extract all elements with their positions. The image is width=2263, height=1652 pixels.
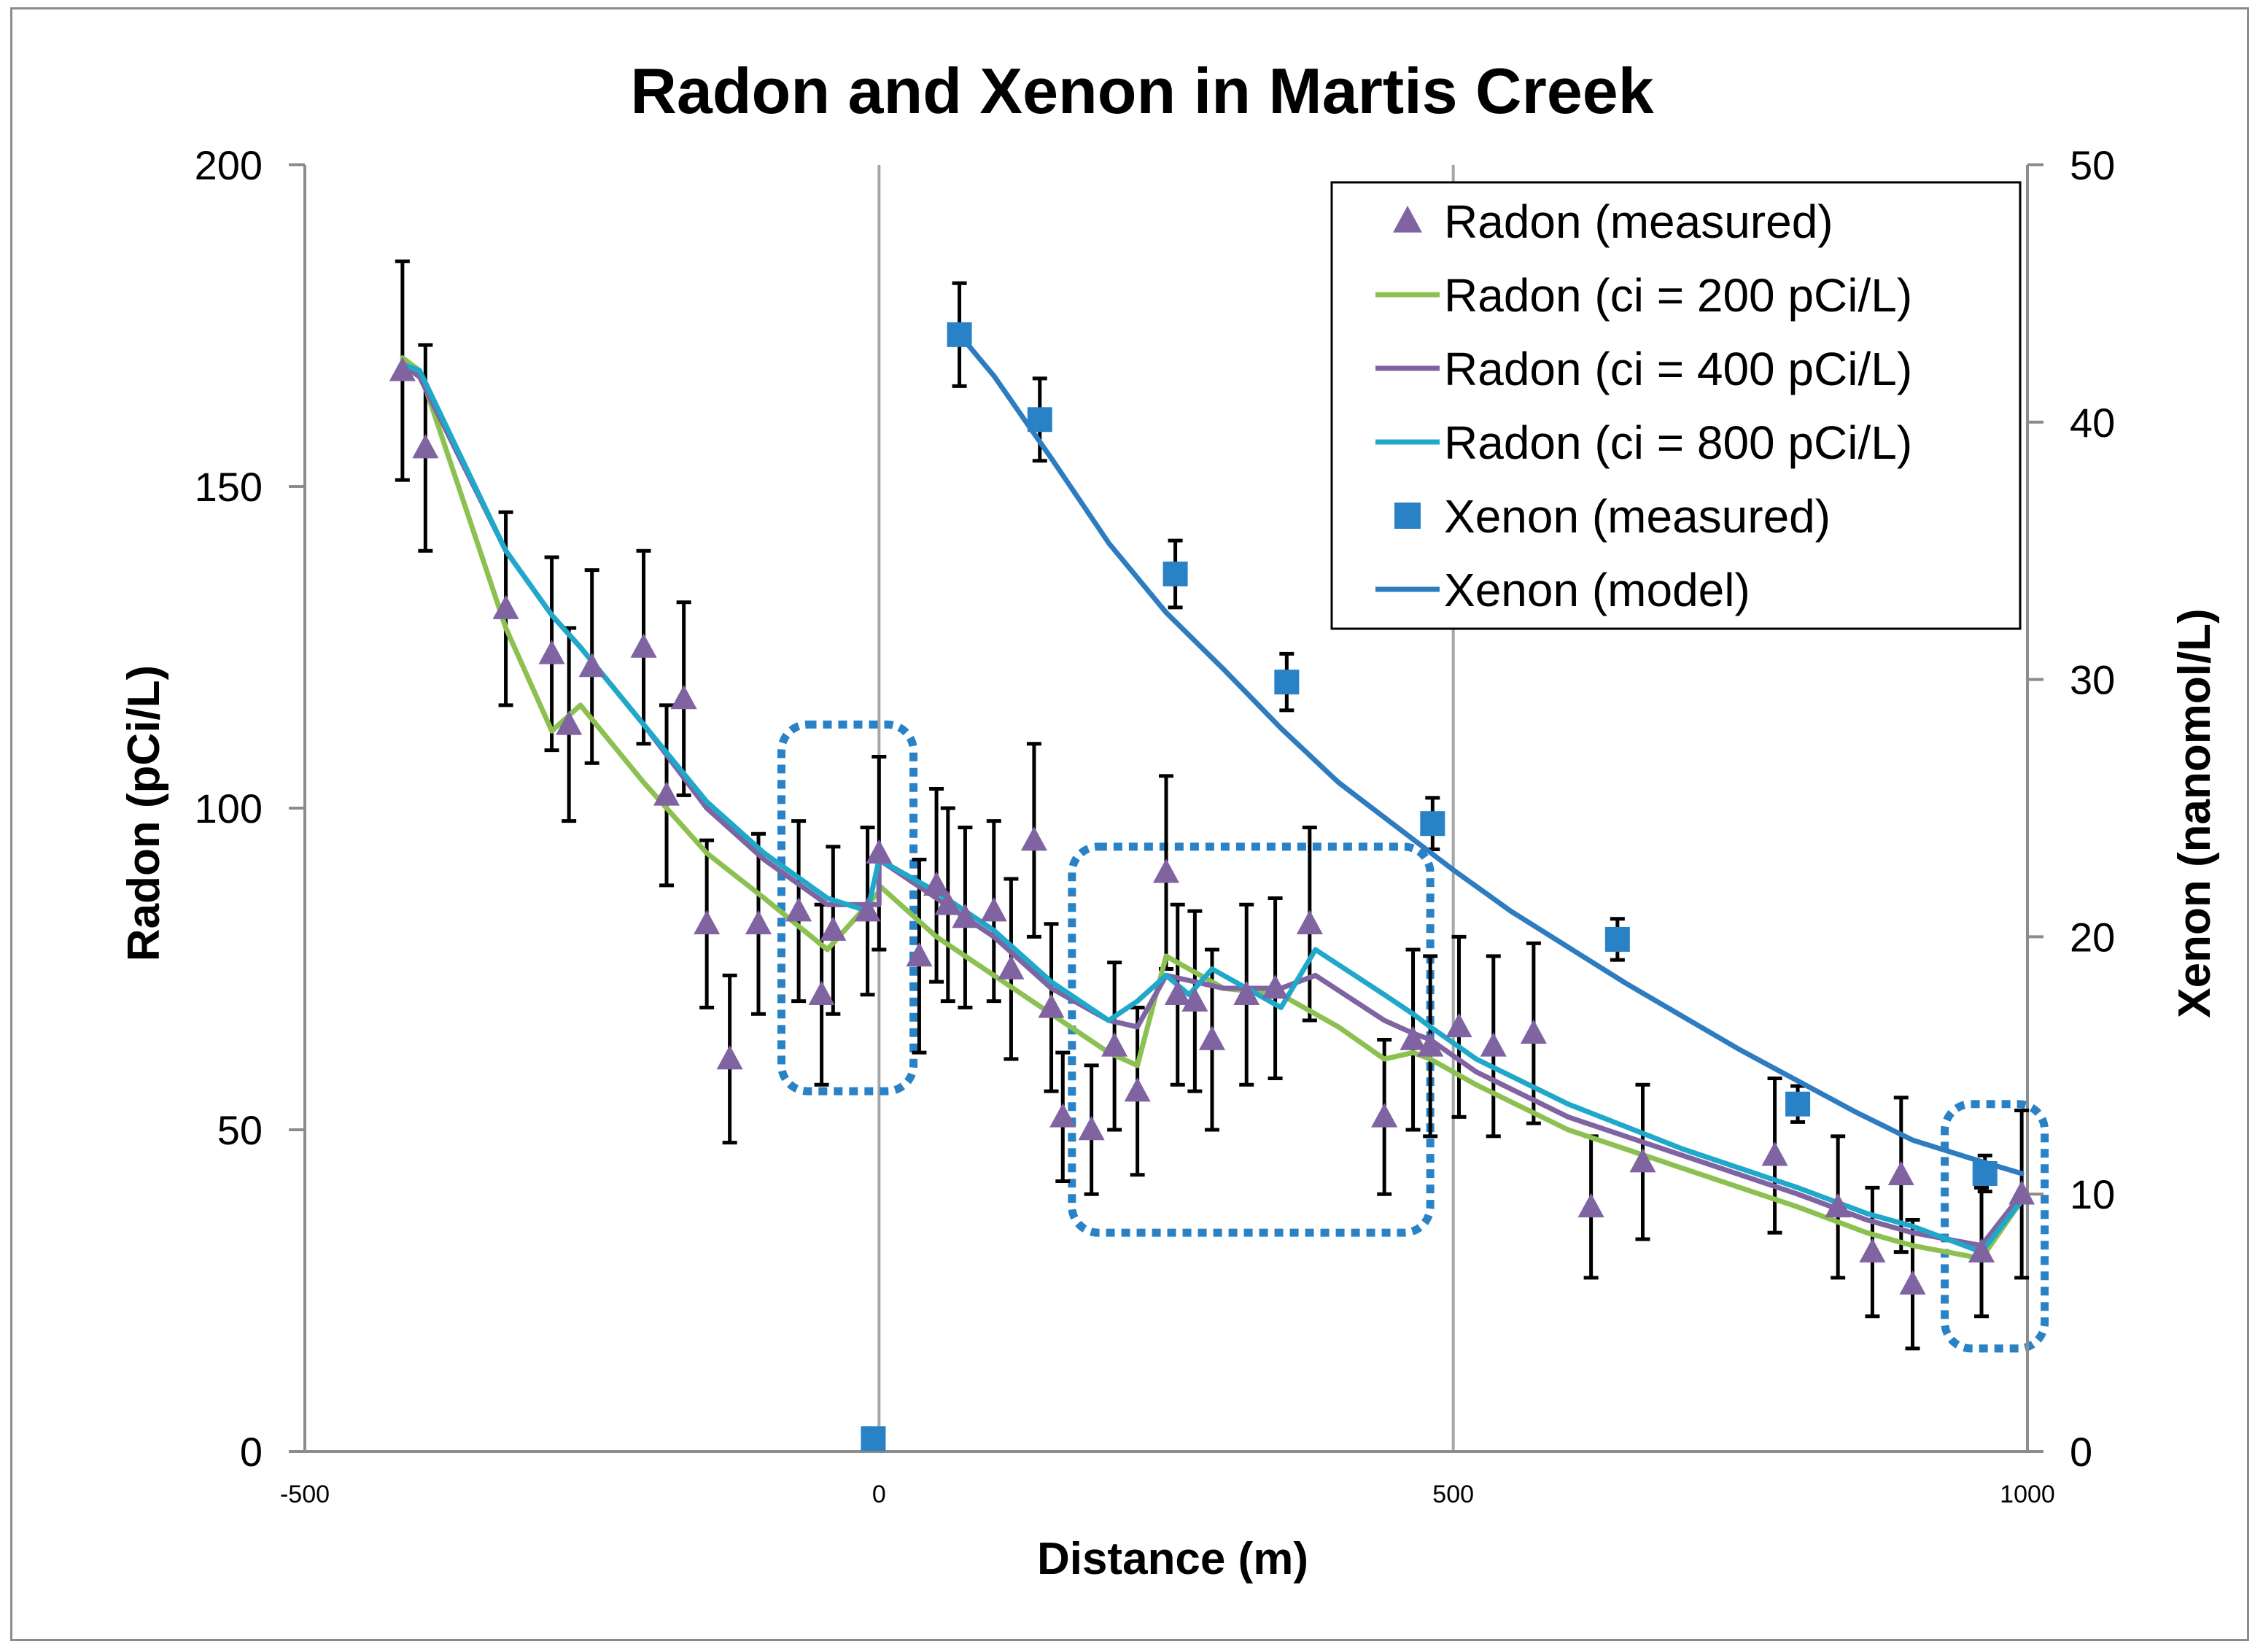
radon-point-11: [745, 910, 772, 935]
x-tick-label-2: 500: [1432, 1481, 1474, 1508]
y-axis-title: Radon (pCi/L): [119, 665, 169, 961]
radon-point-13: [808, 980, 835, 1006]
legend-label-1: Radon (ci = 200 pCi/L): [1444, 269, 1912, 322]
radon-point-29: [1152, 858, 1180, 883]
radon-point-26: [1078, 1116, 1105, 1141]
line-layer: [400, 332, 2025, 1261]
radon-point-24: [1038, 993, 1065, 1018]
y-tick-label-0: 0: [240, 1429, 263, 1475]
x-tick-label-0: -500: [280, 1481, 330, 1508]
legend: Radon (measured) Radon (ci = 200 pCi/L) Ra…: [1330, 181, 2022, 630]
legend-label-2: Radon (ci = 400 pCi/L): [1444, 343, 1912, 395]
legend-label-5: Xenon (model): [1444, 564, 1750, 616]
radon-point-2: [492, 594, 519, 619]
radon-point-0: [389, 357, 416, 381]
y2-tick-label-2: 20: [2070, 914, 2115, 960]
x-tick-label-1: 0: [872, 1481, 886, 1508]
highlight-box-0: [777, 720, 918, 1095]
radon-point-20: [952, 903, 979, 928]
legend-label-3: Radon (ci = 800 pCi/L): [1444, 416, 1912, 469]
xenon-point-7: [1785, 1091, 1811, 1117]
radon-point-25: [1049, 1103, 1076, 1128]
radon-point-40: [1480, 1032, 1507, 1057]
x-axis-title: Distance (m): [1037, 1534, 1308, 1584]
xenon-point-0: [861, 1426, 886, 1451]
radon-point-37: [1400, 1025, 1426, 1050]
legend-swatch-0: [1393, 206, 1422, 233]
radon-point-30: [1164, 980, 1191, 1006]
axes-layer: [289, 163, 2043, 1453]
radon-point-42: [1577, 1193, 1604, 1218]
radon-point-7: [653, 781, 680, 806]
radon-point-27: [1101, 1032, 1128, 1057]
radon-point-48: [1899, 1270, 1926, 1295]
radon-point-17: [906, 942, 933, 967]
legend-swatch-4: [1394, 503, 1421, 529]
y2-tick-label-3: 30: [2070, 657, 2115, 703]
radon-point-22: [998, 955, 1025, 980]
radon-point-32: [1198, 1025, 1226, 1050]
radon-point-1: [412, 434, 439, 459]
y-tick-label-1: 50: [217, 1107, 263, 1153]
tick-layer: 0 50 100 150 200 0 10 20 30 40 50 -500 0 500 1000: [195, 142, 2116, 1508]
radon-point-34: [1262, 974, 1289, 999]
y2-tick-label-0: 0: [2070, 1429, 2092, 1475]
radon-point-19: [934, 891, 961, 915]
xenon-point-8: [1972, 1160, 1998, 1186]
radon-point-36: [1371, 1103, 1398, 1128]
chart-title: Radon and Xenon in Martis Creek: [630, 55, 1654, 127]
radon-point-6: [630, 633, 657, 658]
radon-point-39: [1445, 1012, 1472, 1038]
radon-point-12: [785, 897, 812, 922]
radon-point-18: [923, 871, 950, 896]
radon-point-5: [578, 652, 605, 678]
radon-point-44: [1761, 1141, 1788, 1166]
y-tick-label-4: 200: [195, 142, 263, 188]
radon-point-45: [1825, 1193, 1852, 1218]
radon-point-43: [1629, 1148, 1656, 1173]
radon-point-31: [1181, 987, 1208, 1012]
xenon-point-4: [1274, 670, 1300, 695]
series-line-2: [400, 361, 2025, 1255]
series-line-0: [400, 355, 2025, 1261]
radon-point-33: [1233, 980, 1260, 1006]
radon-point-28: [1124, 1077, 1151, 1102]
y-tick-label-2: 100: [195, 786, 263, 831]
radon-point-38: [1417, 1032, 1444, 1057]
legend-label-4: Xenon (measured): [1444, 490, 1831, 543]
xenon-point-1: [947, 322, 972, 347]
radon-point-9: [694, 910, 721, 935]
radon-point-10: [716, 1044, 743, 1070]
series-line-3: [957, 332, 2025, 1176]
xenon-point-5: [1420, 811, 1445, 837]
radon-point-3: [538, 640, 565, 664]
radon-point-35: [1296, 910, 1323, 935]
legend-label-0: Radon (measured): [1444, 195, 1833, 248]
marker-layer: [389, 322, 2035, 1451]
radon-point-23: [1020, 826, 1047, 851]
radon-point-41: [1520, 1019, 1547, 1044]
radon-point-15: [854, 897, 881, 922]
radon-point-8: [670, 685, 697, 710]
radon-point-4: [556, 710, 583, 735]
radon-point-49: [1968, 1238, 1995, 1263]
xenon-point-3: [1162, 561, 1188, 586]
radon-point-47: [1887, 1160, 1914, 1185]
y-tick-label-3: 150: [195, 464, 263, 510]
highlight-box-2: [1941, 1100, 2049, 1353]
radon-point-50: [2008, 1180, 2035, 1205]
y2-tick-label-5: 50: [2070, 142, 2115, 188]
y2-tick-label-1: 10: [2070, 1171, 2115, 1217]
radon-point-14: [820, 916, 847, 941]
radon-point-46: [1859, 1238, 1886, 1263]
radon-point-21: [980, 897, 1007, 922]
xenon-point-6: [1604, 926, 1630, 952]
radon-point-16: [866, 839, 893, 864]
y2-axis-title: Xenon (nanomol/L): [2170, 608, 2220, 1017]
legend-box: [1330, 181, 2022, 630]
xenon-point-2: [1027, 407, 1052, 433]
y2-tick-label-4: 40: [2070, 400, 2115, 446]
x-tick-label-3: 1000: [2000, 1481, 2055, 1508]
